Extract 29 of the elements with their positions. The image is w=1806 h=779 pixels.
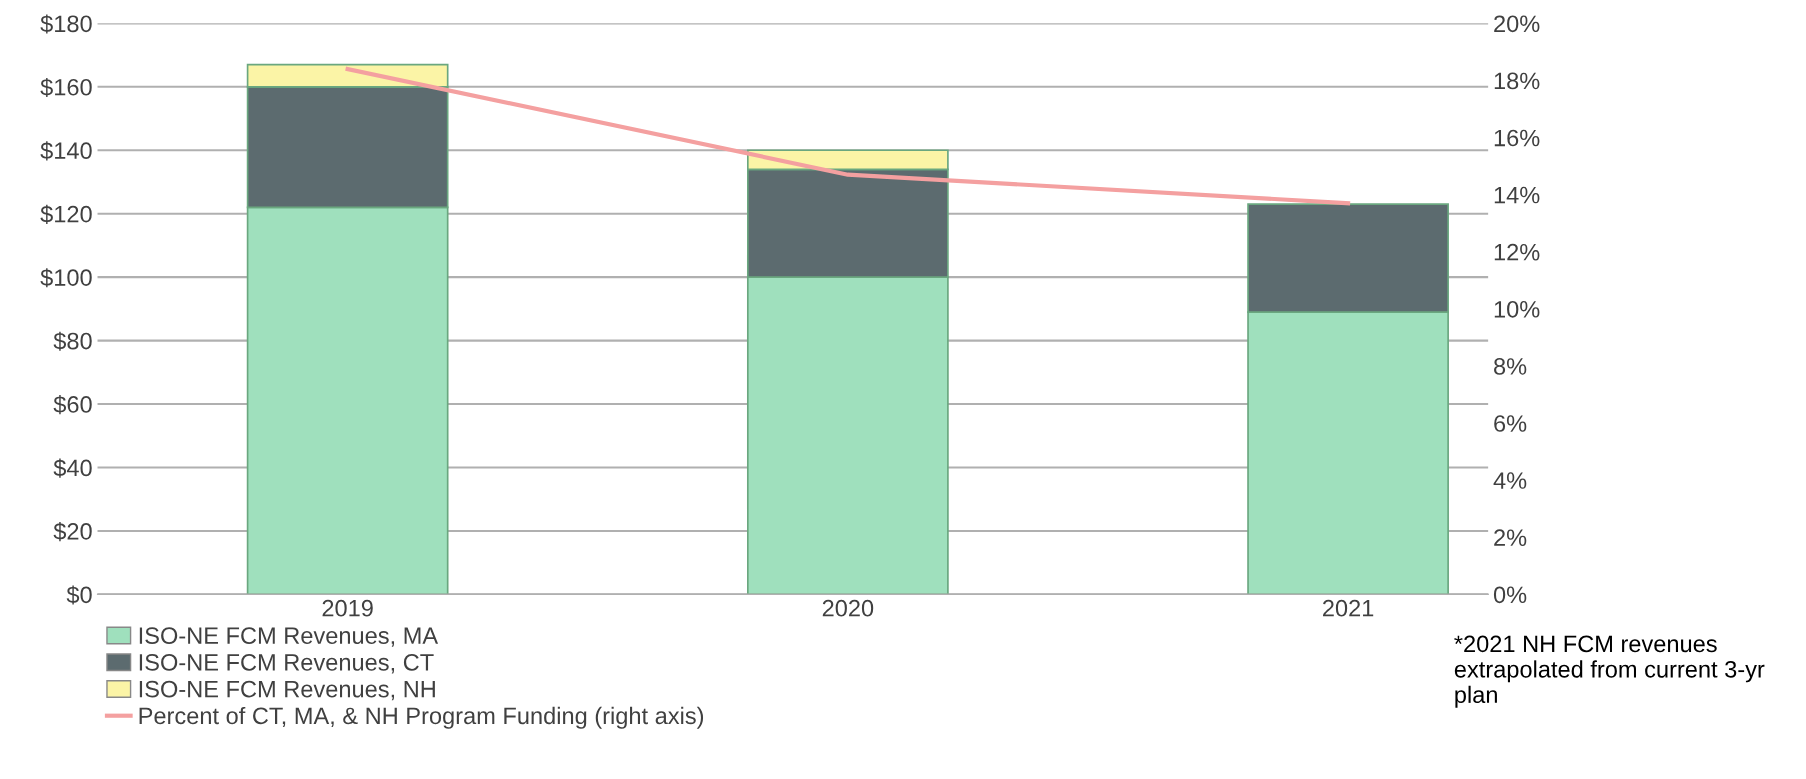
y2-tick-label: 2% xyxy=(1494,529,1527,546)
text: *2021 NH FCM revenues extrapolated from current 3-yr plan xyxy=(1454,635,1765,708)
y-tick-label: $140 xyxy=(40,141,92,161)
y2-tick-label: 12% xyxy=(1494,243,1540,261)
y-tick-label: $20 xyxy=(53,522,92,542)
legend-label: ISO-NE FCM Revenues, CT xyxy=(139,654,434,674)
y2-tick-label: 14% xyxy=(1494,186,1540,204)
y-tick-label: $0 xyxy=(66,585,92,605)
y-tick-label: $180 xyxy=(40,14,92,34)
legend-label: ISO-NE FCM Revenues, NH xyxy=(139,680,435,701)
y-tick-label: $40 xyxy=(53,458,92,478)
y2-tick-label: 8% xyxy=(1494,358,1527,375)
y2-tick-label: 4% xyxy=(1493,472,1527,489)
y2-tick-label: 16% xyxy=(1494,129,1540,147)
legend-label: ISO-NE FCM Revenues, MA xyxy=(139,627,439,647)
y-tick-label: $100 xyxy=(40,268,92,288)
y-tick-label: $120 xyxy=(40,204,92,224)
y-tick-label: $60 xyxy=(53,395,92,415)
y2-tick-label: 20% xyxy=(1494,15,1540,33)
x-tick-label: 2021 xyxy=(1323,599,1374,617)
y2-tick-label: 10% xyxy=(1494,300,1540,318)
x-tick-label: 2019 xyxy=(322,599,373,617)
y2-tick-label: 0% xyxy=(1493,586,1527,604)
x-tick-label: 2020 xyxy=(822,599,874,617)
y2-tick-label: 18% xyxy=(1494,72,1540,90)
legend-label: Percent of CT, MA, & NH Program Funding (right axis) xyxy=(139,706,704,729)
y-tick-label: $160 xyxy=(40,77,92,98)
y2-tick-label: 6% xyxy=(1494,415,1527,432)
y-tick-label: $80 xyxy=(53,331,92,351)
